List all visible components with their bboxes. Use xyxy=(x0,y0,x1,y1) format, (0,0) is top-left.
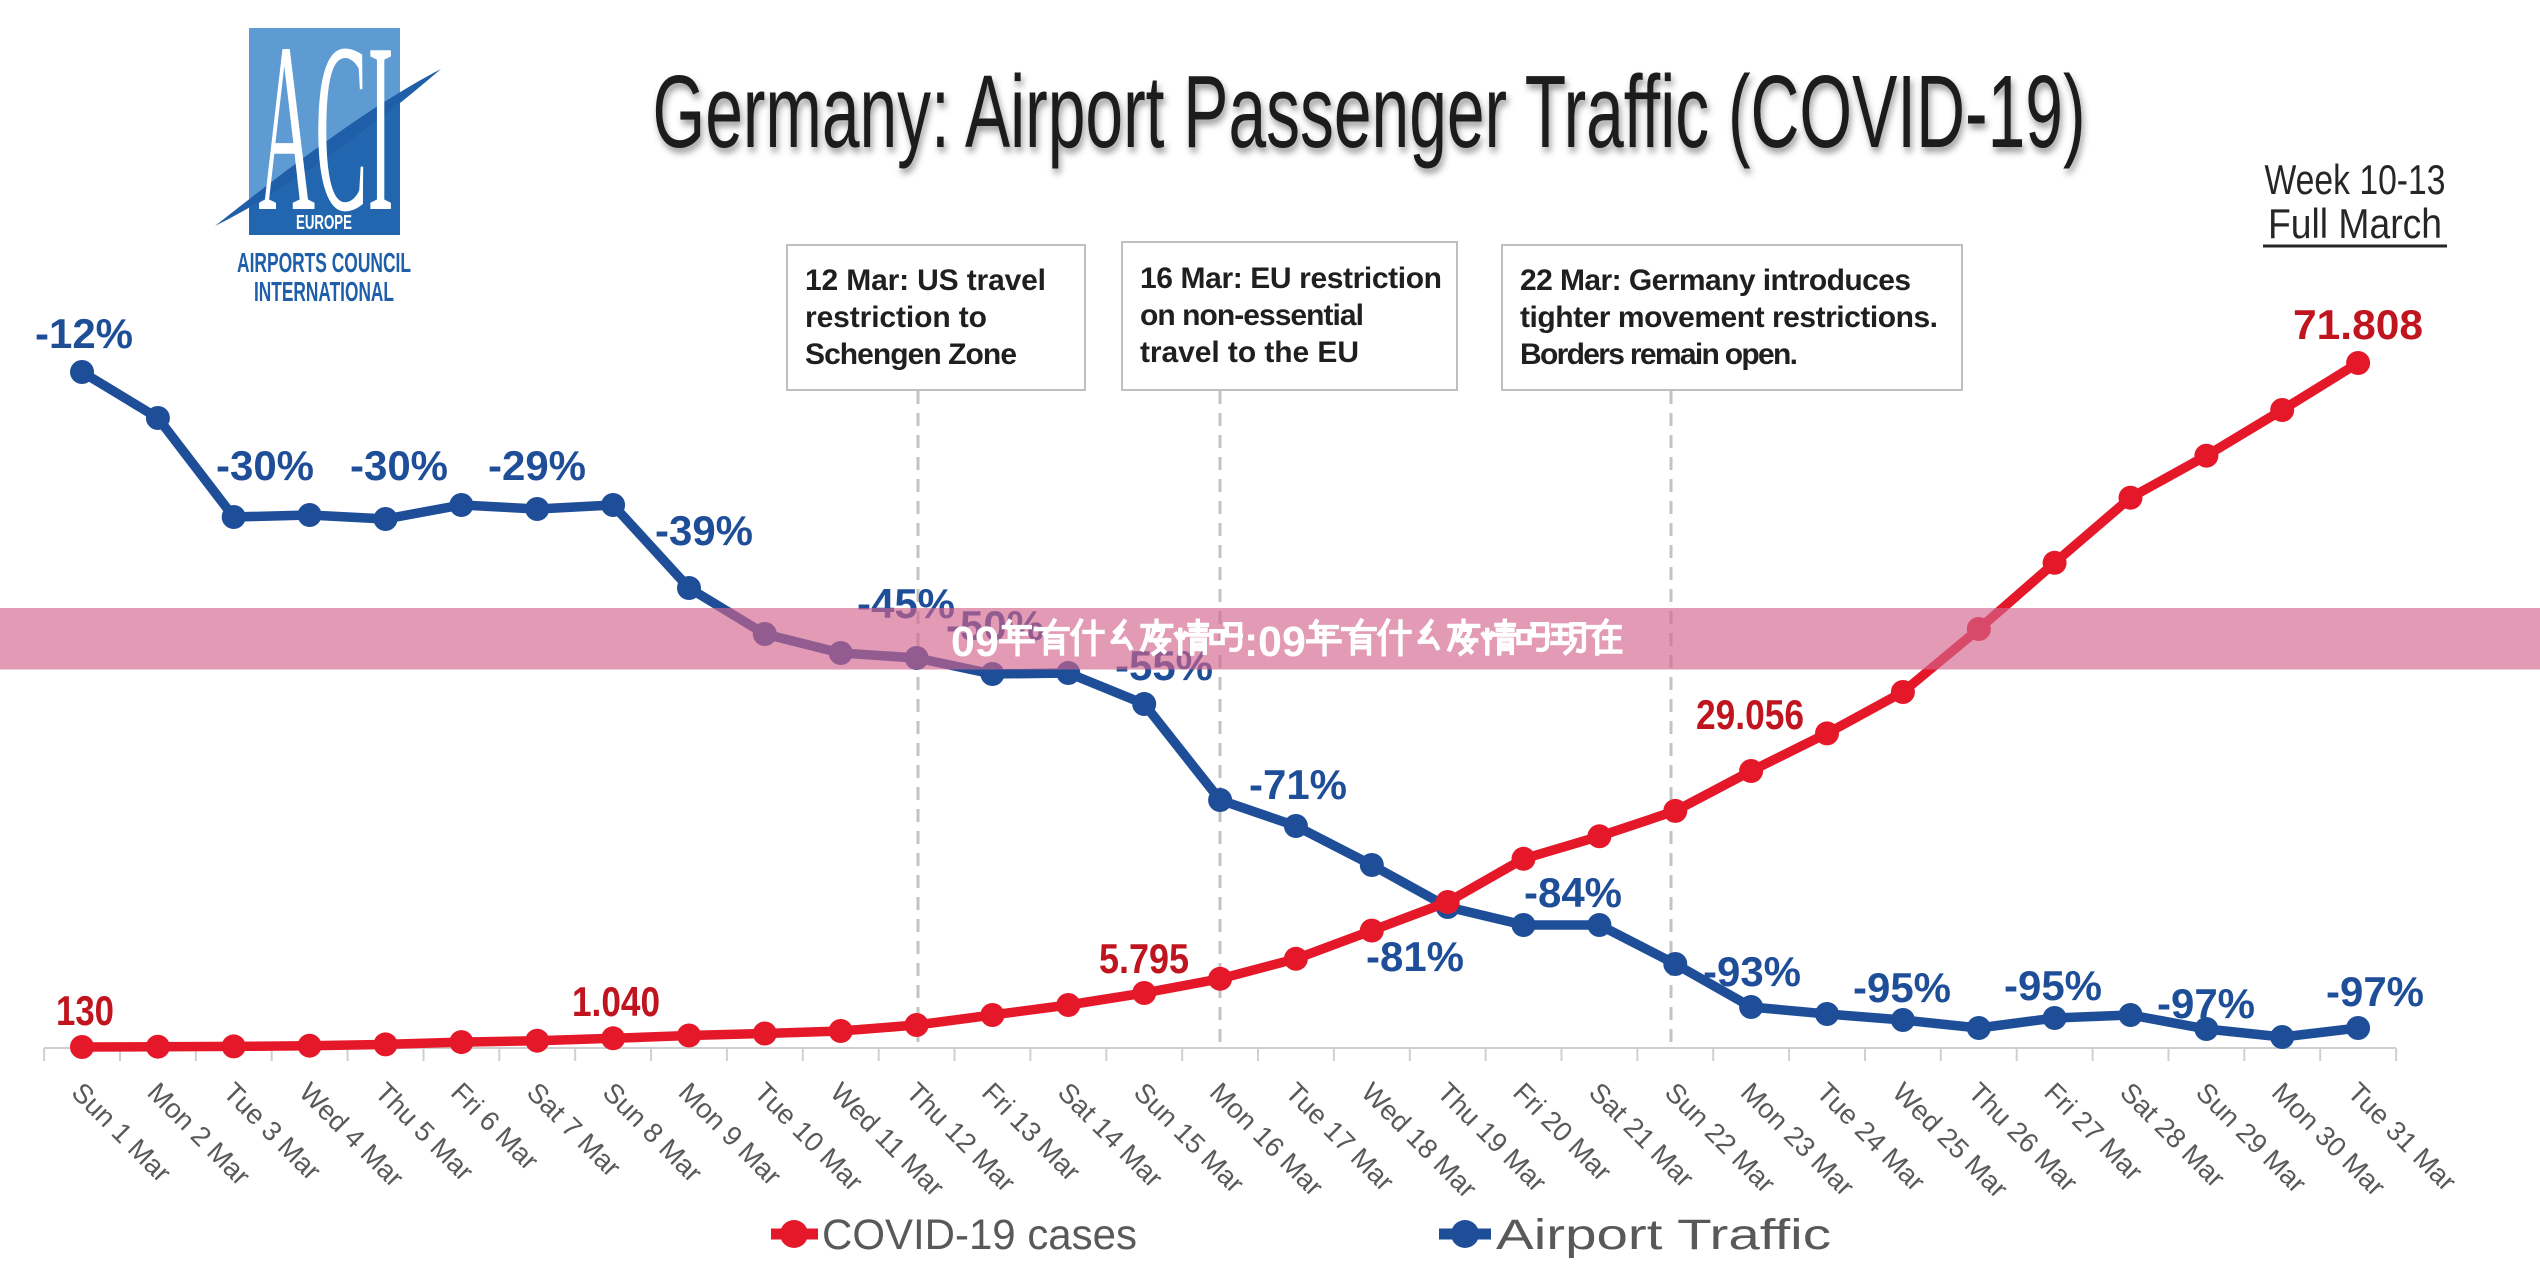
svg-text:-95%: -95% xyxy=(2004,962,2102,1009)
svg-text:-93%: -93% xyxy=(1703,948,1801,995)
svg-text:Borders remain open.: Borders remain open. xyxy=(1520,338,1798,371)
svg-text:AIRPORTS COUNCIL: AIRPORTS COUNCIL xyxy=(237,247,411,278)
svg-text:EUROPE: EUROPE xyxy=(296,212,352,234)
svg-text:-30%: -30% xyxy=(216,442,314,489)
svg-text:9: 9 xyxy=(975,618,999,666)
svg-text:-97%: -97% xyxy=(2326,968,2424,1015)
svg-text:Full March: Full March xyxy=(2268,200,2442,247)
svg-text:INTERNATIONAL: INTERNATIONAL xyxy=(254,276,394,307)
svg-text:71.808: 71.808 xyxy=(2293,301,2423,348)
svg-text:restriction to: restriction to xyxy=(805,301,987,334)
svg-text:ACI: ACI xyxy=(258,0,393,261)
svg-text:12 Mar: US travel: 12 Mar: US travel xyxy=(805,264,1046,297)
svg-text:0: 0 xyxy=(1258,618,1282,666)
svg-text:130: 130 xyxy=(56,987,114,1034)
svg-text:travel to the EU: travel to the EU xyxy=(1140,336,1359,369)
svg-text:5.795: 5.795 xyxy=(1099,935,1189,982)
svg-text:1.040: 1.040 xyxy=(572,978,660,1025)
svg-text:Germany: Airport Passenger Tra: Germany: Airport Passenger Traffic (COVI… xyxy=(653,54,2086,169)
svg-text:on non-essential: on non-essential xyxy=(1140,299,1364,332)
svg-text:-12%: -12% xyxy=(35,310,133,357)
svg-text:Airport Traffic: Airport Traffic xyxy=(1496,1211,1831,1259)
svg-text:-30%: -30% xyxy=(350,442,448,489)
svg-text:29.056: 29.056 xyxy=(1696,691,1804,738)
svg-text:-97%: -97% xyxy=(2157,980,2255,1027)
svg-text:COVID-19 cases: COVID-19 cases xyxy=(822,1211,1137,1259)
svg-text:tighter movement restrictions.: tighter movement restrictions. xyxy=(1520,301,1938,334)
svg-text:-84%: -84% xyxy=(1524,869,1622,916)
svg-text:Schengen Zone: Schengen Zone xyxy=(805,338,1017,371)
svg-text:-29%: -29% xyxy=(488,442,586,489)
svg-text:9: 9 xyxy=(1282,618,1306,666)
svg-text:0: 0 xyxy=(951,618,975,666)
svg-text:-95%: -95% xyxy=(1853,964,1951,1011)
svg-text:16 Mar: EU restriction: 16 Mar: EU restriction xyxy=(1140,262,1442,295)
svg-text:-81%: -81% xyxy=(1366,933,1464,980)
svg-text:-71%: -71% xyxy=(1249,761,1347,808)
svg-text::: : xyxy=(1244,618,1258,666)
svg-text:Week 10-13: Week 10-13 xyxy=(2265,156,2446,203)
svg-text:22 Mar: Germany introduces: 22 Mar: Germany introduces xyxy=(1520,264,1911,297)
svg-text:-39%: -39% xyxy=(655,507,753,554)
